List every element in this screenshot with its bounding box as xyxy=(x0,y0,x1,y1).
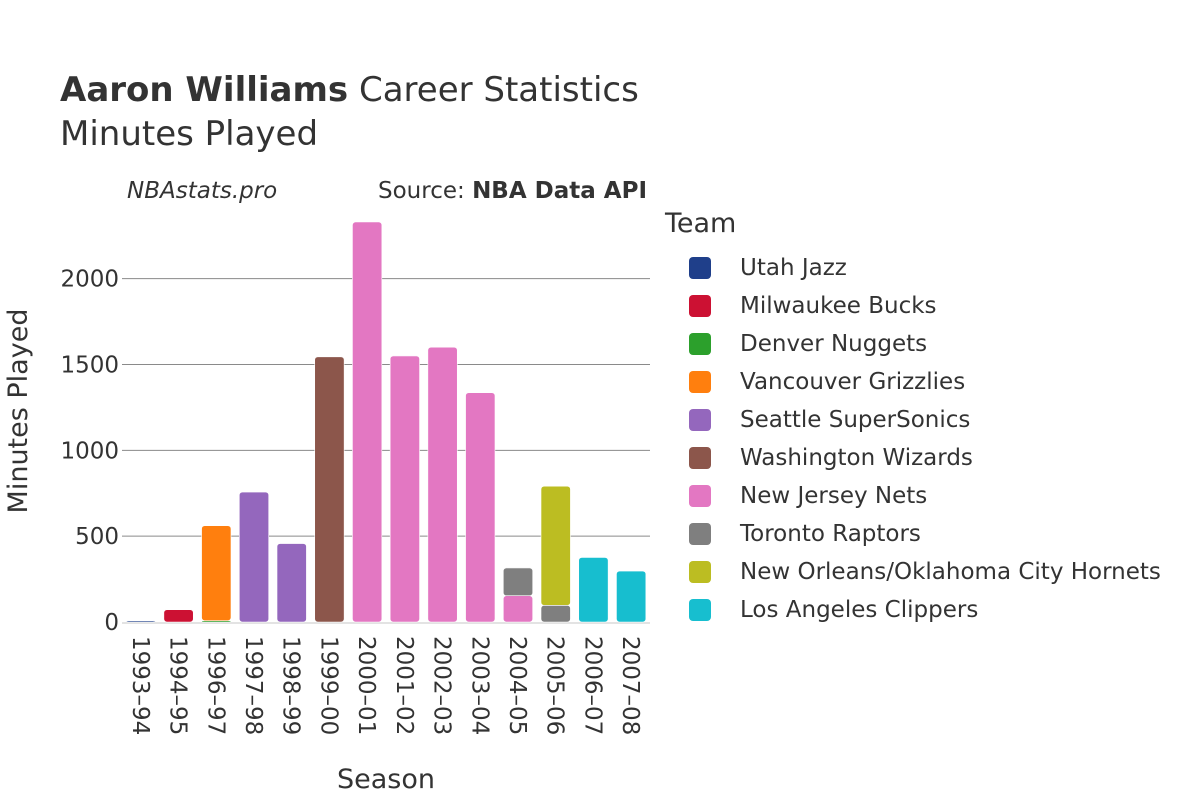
source-label: Source: NBA Data API xyxy=(378,178,647,204)
legend-label: Utah Jazz xyxy=(740,255,847,281)
bar-los-angeles-clippers-2007–08 xyxy=(616,570,647,623)
bar-new-jersey-nets-2002–03 xyxy=(427,346,458,623)
legend-item[interactable]: Seattle SuperSonics xyxy=(665,401,1161,439)
legend-label: Denver Nuggets xyxy=(740,331,928,357)
legend-items: Utah Jazz Milwaukee Bucks Denver Nuggets Va… xyxy=(665,249,1161,629)
legend-title: Team xyxy=(665,208,737,239)
brand-label: NBAstats.pro xyxy=(127,178,278,204)
x-tick-label: 2000–01 xyxy=(353,636,379,735)
bar-new-jersey-nets-2000–01 xyxy=(352,221,383,623)
bar-vancouver-grizzlies-1996–97 xyxy=(201,525,232,621)
x-tick-label: 2002–03 xyxy=(429,636,455,735)
bar-new-orleans-oklahoma-city-hornets-2005–06 xyxy=(540,485,571,606)
legend-swatch xyxy=(689,257,711,279)
legend-item[interactable]: Utah Jazz xyxy=(665,249,1161,287)
legend-item[interactable]: New Jersey Nets xyxy=(665,477,1161,515)
y-tick-label: 0 xyxy=(104,610,119,636)
legend-swatch xyxy=(689,409,711,431)
bar-new-jersey-nets-2003–04 xyxy=(465,392,496,623)
chart-title: Aaron Williams Career Statistics xyxy=(60,68,639,112)
bar-washington-wizards-1999–00 xyxy=(314,356,345,623)
legend-label: Washington Wizards xyxy=(740,445,973,471)
bar-seattle-supersonics-1997–98 xyxy=(238,491,270,623)
legend-item[interactable]: Vancouver Grizzlies xyxy=(665,363,1161,401)
legend-swatch xyxy=(689,447,711,469)
bar-new-jersey-nets-2004–05 xyxy=(502,595,534,623)
bar-new-jersey-nets-2001–02 xyxy=(389,355,420,623)
x-tick-label: 1999–00 xyxy=(315,636,341,735)
legend-swatch xyxy=(689,485,711,507)
y-tick-label: 2000 xyxy=(60,267,119,293)
legend-swatch xyxy=(689,333,711,355)
x-tick-label: 2001–02 xyxy=(391,636,417,735)
x-tick-label: 2004–05 xyxy=(504,636,530,735)
x-tick-label: 2003–04 xyxy=(466,636,492,735)
bar-utah-jazz-1993–94 xyxy=(125,620,156,623)
legend-label: Los Angeles Clippers xyxy=(740,597,979,623)
legend-label: Vancouver Grizzlies xyxy=(740,369,966,395)
x-tick-label: 1994–95 xyxy=(165,636,191,735)
legend-item[interactable]: Washington Wizards xyxy=(665,439,1161,477)
source-name: NBA Data API xyxy=(472,178,647,204)
legend-swatch xyxy=(689,523,711,545)
bar-seattle-supersonics-1998–99 xyxy=(276,543,307,623)
y-axis-label: Minutes Played xyxy=(3,309,34,514)
player-name: Aaron Williams xyxy=(60,70,349,110)
chart-subtitle: Minutes Played xyxy=(60,114,319,154)
bar-los-angeles-clippers-2006–07 xyxy=(578,557,609,623)
x-tick-labels: 1993–94 1994–95 1996–97 1997–98 1998–99 1999–… xyxy=(127,636,643,735)
x-tick-label: 2005–06 xyxy=(542,636,568,735)
source-prefix: Source: xyxy=(378,178,473,204)
x-tick-label: 1998–99 xyxy=(278,636,304,735)
legend-item[interactable]: Denver Nuggets xyxy=(665,325,1161,363)
legend-swatch xyxy=(689,295,711,317)
legend-item[interactable]: New Orleans/Oklahoma City Hornets xyxy=(665,553,1161,591)
legend: Team Utah Jazz Milwaukee Bucks Denver Nugg… xyxy=(665,208,1161,629)
legend-swatch xyxy=(689,599,711,621)
legend-item[interactable]: Toronto Raptors xyxy=(665,515,1161,553)
legend-label: Milwaukee Bucks xyxy=(740,293,937,319)
x-tick-label: 1997–98 xyxy=(240,636,266,735)
grid-lines xyxy=(122,278,650,624)
x-tick-label: 2006–07 xyxy=(579,636,605,735)
legend-item[interactable]: Milwaukee Bucks xyxy=(665,287,1161,325)
legend-item[interactable]: Los Angeles Clippers xyxy=(665,591,1161,629)
legend-swatch xyxy=(689,371,711,393)
title-rest: Career Statistics xyxy=(358,70,639,110)
legend-label: Seattle SuperSonics xyxy=(740,407,971,433)
y-tick-label: 500 xyxy=(75,524,119,550)
y-tick-label: 1500 xyxy=(60,352,119,378)
x-tick-label: 1993–94 xyxy=(127,636,153,735)
legend-label: New Jersey Nets xyxy=(740,483,928,509)
bars xyxy=(125,221,647,623)
x-tick-label: 2007–08 xyxy=(617,636,643,735)
bar-toronto-raptors-2004–05 xyxy=(502,567,534,597)
x-tick-label: 1996–97 xyxy=(202,636,228,735)
y-tick-label: 1000 xyxy=(60,438,119,464)
y-tick-labels: 0 500 1000 1500 2000 xyxy=(60,267,119,636)
legend-label: New Orleans/Oklahoma City Hornets xyxy=(740,559,1161,585)
legend-swatch xyxy=(689,561,711,583)
x-axis-label: Season xyxy=(337,764,435,795)
legend-label: Toronto Raptors xyxy=(740,521,921,547)
bar-milwaukee-bucks-1994–95 xyxy=(163,609,194,623)
bar-toronto-raptors-2005–06 xyxy=(540,605,571,623)
